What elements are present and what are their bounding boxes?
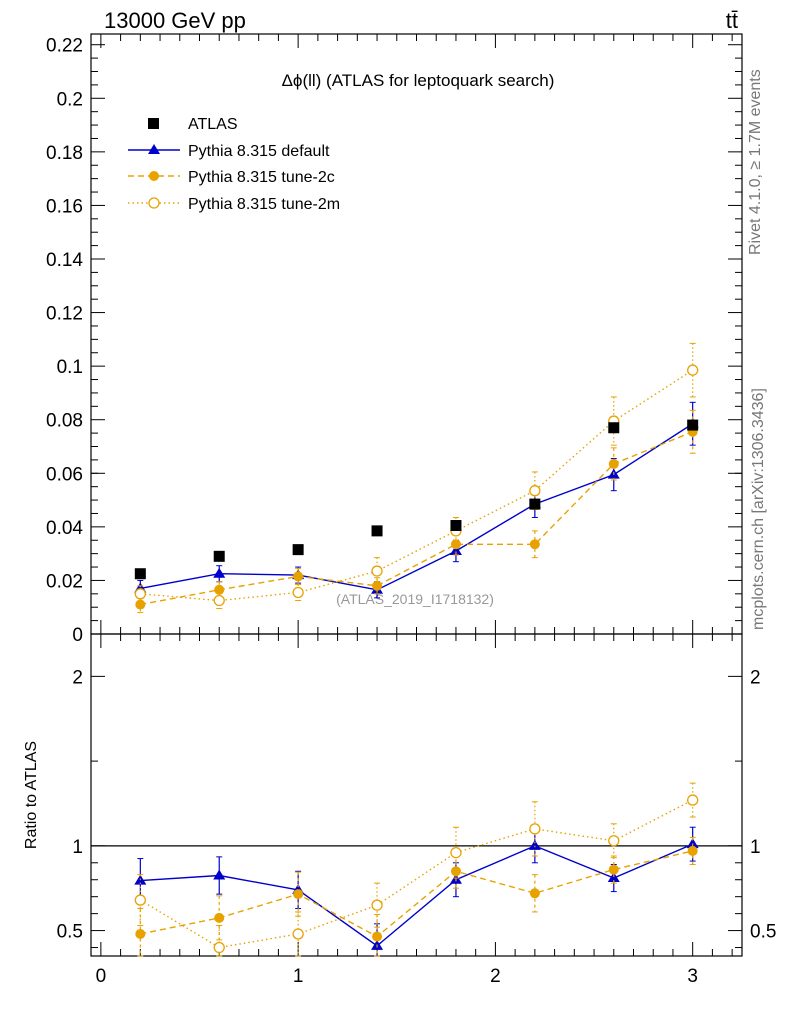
legend-marker-default [148, 144, 160, 154]
main-point-pythia-8-315-tune-2c [529, 539, 540, 550]
chart-marks: 0.02 0.04 0.06 0.08 0.1 0.12 0.14 0.16 0.18 0.2 0.… [46, 34, 776, 987]
ratio-plot-frame [90, 633, 743, 957]
y-tick-label: 0.22 [46, 36, 83, 57]
ratio-point-pythia-8-315-tune-2c [608, 864, 619, 875]
legend-entry-atlas: ATLAS [148, 116, 238, 133]
ratio-point-pythia-8-315-tune-2c [372, 931, 383, 942]
ratio-point-pythia-8-315-tune-2m [371, 899, 383, 911]
ratio-point-pythia-8-315-tune-2m [292, 928, 304, 940]
main-point-atlas [134, 568, 146, 580]
y-tick-label: 0.12 [46, 304, 83, 325]
main-point-pythia-8-315-tune-2c [608, 458, 619, 469]
y-tick-label: 0.18 [46, 143, 83, 164]
x-tick-label: 1 [293, 966, 304, 987]
main-line-pythia-8-315-default [140, 423, 694, 591]
main-point-pythia-8-315-tune-2m [292, 586, 304, 599]
legend-marker-atlas [148, 118, 159, 129]
ratio-y-tick-label: 2 [72, 667, 83, 688]
main-point-pythia-8-315-default [213, 567, 226, 578]
ratio-point-pythia-8-315-tune-2m [608, 835, 620, 847]
main-point-atlas [529, 498, 541, 510]
main-line-pythia-8-315-tune-2m [140, 369, 694, 602]
legend-label-tune-2m: Pythia 8.315 tune-2m [188, 196, 340, 213]
legend: ATLAS Pythia 8.315 default Pythia 8.315 … [128, 116, 340, 213]
y-tick-label: 0.2 [57, 89, 83, 110]
ratio-y-tick-label-right: 1 [750, 837, 761, 858]
ratio-point-pythia-8-315-default [607, 872, 620, 883]
ratio-point-pythia-8-315-tune-2m [134, 894, 146, 906]
ratio-point-pythia-8-315-tune-2m [450, 846, 462, 859]
ratio-point-pythia-8-315-tune-2m [213, 941, 225, 954]
legend-entry-default: Pythia 8.315 default [128, 143, 330, 160]
ratio-point-pythia-8-315-tune-2c [687, 845, 698, 856]
main-point-pythia-8-315-tune-2m [687, 364, 699, 376]
main-point-pythia-8-315-tune-2c [372, 580, 383, 591]
rivet-version-label: Rivet 4.1.0, ≥ 1.7M events [747, 69, 764, 255]
main-point-pythia-8-315-default [449, 544, 462, 555]
ratio-point-pythia-8-315-tune-2c [214, 912, 225, 923]
legend-label-atlas: ATLAS [188, 116, 238, 133]
mcplots-label: mcplots.cern.ch [arXiv:1306.3436] [750, 388, 767, 630]
x-tick-label: 0 [96, 966, 107, 987]
ratio-y-tick-label: 1 [72, 837, 83, 858]
ratio-y-tick-label: 0.5 [57, 922, 83, 943]
header-energy-label: 13000 GeV pp [104, 8, 246, 33]
ratio-point-pythia-8-315-tune-2c [293, 889, 304, 900]
main-point-pythia-8-315-tune-2c [135, 599, 146, 610]
main-point-atlas [687, 419, 699, 431]
legend-entry-tune-2c: Pythia 8.315 tune-2c [128, 169, 335, 186]
ratio-line-pythia-8-315-tune-2c [140, 850, 693, 938]
ratio-point-pythia-8-315-default [528, 839, 541, 850]
main-point-atlas [608, 422, 620, 434]
chart-title: Δϕ(ll) (ATLAS for leptoquark search) [282, 71, 555, 90]
legend-entry-tune-2m: Pythia 8.315 tune-2m [128, 196, 340, 213]
main-point-pythia-8-315-tune-2m [213, 594, 225, 607]
y-tick-label: 0.16 [46, 196, 83, 217]
legend-label-default: Pythia 8.315 default [188, 143, 330, 160]
y-tick-label-zero: 0 [72, 625, 83, 646]
x-tick-label: 3 [687, 966, 698, 987]
main-line-pythia-8-315-tune-2c [140, 431, 693, 606]
y-tick-label: 0.02 [46, 571, 83, 592]
ratio-y-tick-label-right: 0.5 [750, 922, 776, 943]
ratio-point-pythia-8-315-tune-2m [529, 823, 541, 835]
ratio-point-pythia-8-315-tune-2m [687, 794, 699, 806]
ratio-line-pythia-8-315-default [140, 843, 693, 947]
header-process-label: tt̄ [726, 8, 738, 33]
ratio-ylabel: Ratio to ATLAS [23, 741, 40, 849]
main-point-atlas [450, 520, 462, 532]
ratio-point-pythia-8-315-tune-2c [529, 888, 540, 899]
main-point-pythia-8-315-tune-2m [134, 588, 146, 600]
y-tick-label: 0.1 [57, 357, 83, 378]
analysis-watermark: (ATLAS_2019_I1718132) [336, 591, 494, 607]
legend-label-tune-2c: Pythia 8.315 tune-2c [188, 169, 335, 186]
main-point-atlas [213, 550, 225, 562]
main-point-pythia-8-315-tune-2c [293, 571, 304, 582]
ratio-y-tick-label-right: 2 [750, 667, 761, 688]
y-tick-label: 0.08 [46, 411, 83, 432]
ratio-point-pythia-8-315-tune-2c [135, 928, 146, 939]
y-tick-label: 0.04 [46, 518, 83, 539]
main-point-atlas [292, 544, 304, 556]
main-point-pythia-8-315-tune-2m [529, 485, 541, 497]
main-point-pythia-8-315-tune-2m [371, 565, 383, 577]
ratio-line-pythia-8-315-tune-2m [139, 799, 694, 949]
main-point-atlas [371, 525, 383, 537]
x-tick-label: 2 [490, 966, 501, 987]
legend-marker-tune-2m [148, 197, 160, 209]
y-tick-label: 0.14 [46, 250, 83, 271]
ratio-point-pythia-8-315-default [686, 838, 699, 849]
legend-marker-tune-2c [149, 171, 159, 181]
ratio-point-pythia-8-315-default [213, 869, 226, 880]
y-tick-label: 0.06 [46, 464, 83, 485]
